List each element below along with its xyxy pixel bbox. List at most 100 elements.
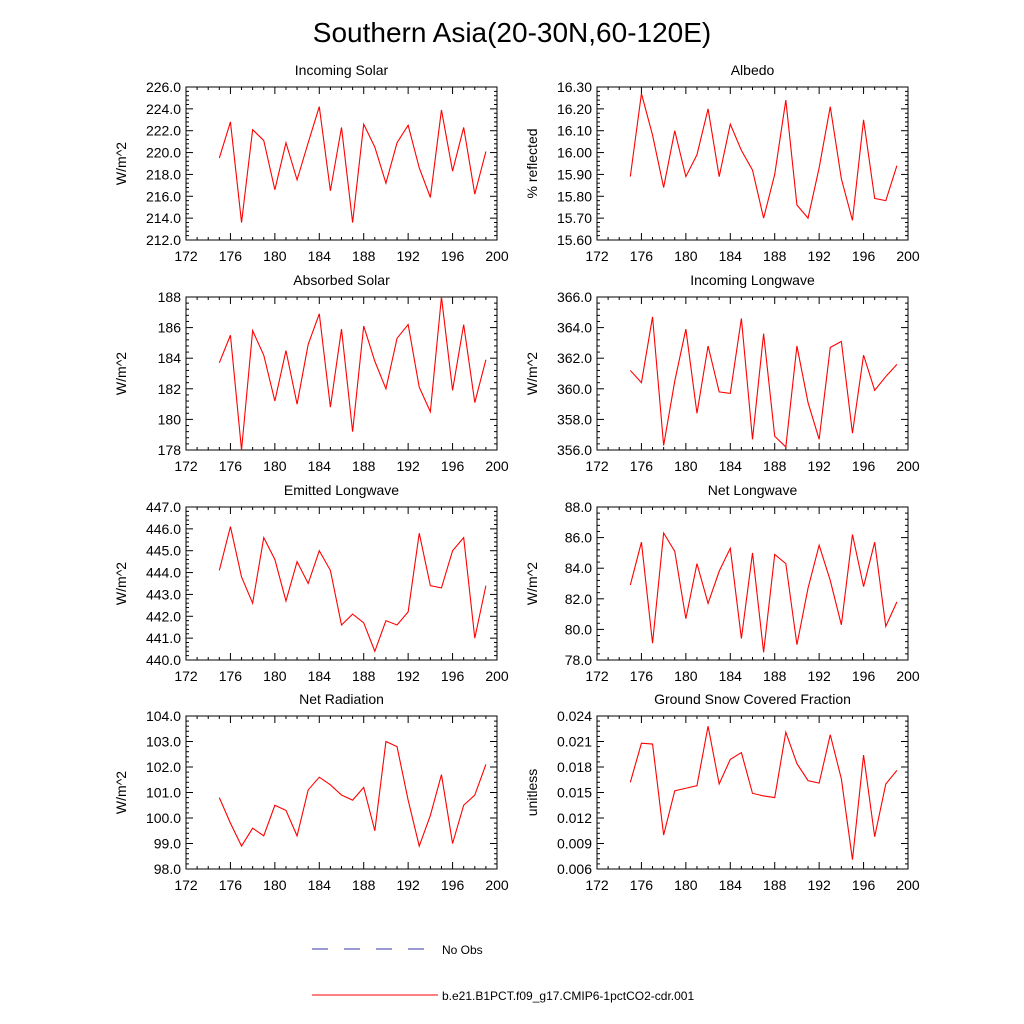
y-tick-label: 446.0: [146, 521, 181, 537]
y-tick-label: 443.0: [146, 586, 181, 602]
x-tick-label: 180: [674, 458, 698, 474]
y-tick-label: 182: [158, 381, 182, 397]
y-tick-label: 78.0: [565, 652, 592, 668]
panel-title: Emitted Longwave: [284, 482, 399, 498]
y-tick-label: 444.0: [146, 565, 181, 581]
y-tick-label: 100.0: [146, 810, 181, 826]
x-tick-label: 172: [174, 877, 198, 893]
x-tick-label: 176: [219, 668, 243, 684]
y-tick-label: 15.60: [557, 232, 592, 248]
panel-title: Incoming Longwave: [690, 272, 815, 288]
y-tick-label: 441.0: [146, 630, 181, 646]
y-tick-label: 186: [158, 320, 182, 336]
x-tick-label: 188: [763, 877, 787, 893]
x-tick-label: 172: [585, 877, 609, 893]
x-tick-label: 180: [263, 248, 287, 264]
series-line: [218, 740, 487, 848]
y-tick-label: 356.0: [557, 442, 592, 458]
y-tick-label: 16.00: [557, 145, 592, 161]
y-axis-label: W/m^2: [524, 562, 540, 605]
x-tick-label: 192: [396, 248, 420, 264]
x-tick-label: 192: [807, 248, 831, 264]
x-tick-label: 180: [263, 668, 287, 684]
panel-title: Net Longwave: [708, 482, 798, 498]
x-tick-label: 176: [219, 877, 243, 893]
x-tick-label: 180: [674, 248, 698, 264]
x-tick-label: 200: [485, 458, 509, 474]
y-tick-label: 84.0: [565, 560, 592, 576]
y-tick-label: 440.0: [146, 652, 181, 668]
y-tick-label: 80.0: [565, 621, 592, 637]
x-tick-label: 184: [308, 877, 332, 893]
y-tick-label: 15.70: [557, 210, 592, 226]
x-tick-label: 176: [219, 248, 243, 264]
x-tick-label: 200: [896, 668, 920, 684]
y-tick-label: 360.0: [557, 381, 592, 397]
x-tick-label: 184: [719, 668, 743, 684]
x-tick-label: 196: [441, 877, 465, 893]
y-axis-label: W/m^2: [113, 771, 129, 814]
x-tick-label: 200: [485, 668, 509, 684]
chart-panel-4: Emitted Longwave 172 176 180 184 188 192 196 200…: [113, 482, 509, 684]
y-tick-label: 16.30: [557, 79, 592, 95]
x-tick-label: 172: [585, 668, 609, 684]
plot-frame: [185, 506, 498, 661]
series-line: [629, 316, 898, 449]
y-tick-label: 222.0: [146, 123, 181, 139]
x-tick-label: 176: [630, 877, 654, 893]
y-tick-label: 103.0: [146, 734, 181, 750]
y-tick-label: 226.0: [146, 79, 181, 95]
chart-panel-1: Albedo 172 176 180 184 188 192 196 200 15.60 15.70…: [524, 62, 920, 264]
x-tick-label: 188: [352, 458, 376, 474]
figure-title: Southern Asia(20-30N,60-120E): [313, 17, 711, 48]
series-line: [218, 296, 487, 451]
y-tick-label: 0.018: [557, 759, 592, 775]
chart-panel-3: Incoming Longwave 172 176 180 184 188 192 196 20…: [524, 272, 920, 474]
chart-panel-0: Incoming Solar 172 176 180 184 188 192 196 200 21…: [113, 62, 509, 264]
plot-frame: [596, 86, 909, 241]
x-tick-label: 180: [674, 668, 698, 684]
series-line: [629, 93, 898, 221]
x-tick-label: 176: [630, 458, 654, 474]
x-tick-label: 200: [485, 248, 509, 264]
y-tick-label: 0.024: [557, 708, 592, 724]
y-tick-label: 15.80: [557, 188, 592, 204]
y-tick-label: 0.009: [557, 836, 592, 852]
y-tick-label: 102.0: [146, 759, 181, 775]
x-tick-label: 196: [852, 877, 876, 893]
x-tick-label: 184: [719, 248, 743, 264]
x-tick-label: 184: [719, 458, 743, 474]
y-tick-label: 178: [158, 442, 182, 458]
y-tick-label: 358.0: [557, 411, 592, 427]
chart-panel-2: Absorbed Solar 172 176 180 184 188 192 196 200 17…: [113, 272, 509, 474]
y-tick-label: 180: [158, 411, 182, 427]
x-tick-label: 172: [174, 458, 198, 474]
x-tick-label: 188: [352, 877, 376, 893]
x-tick-label: 200: [485, 877, 509, 893]
x-tick-label: 200: [896, 877, 920, 893]
y-axis-label: % reflected: [524, 128, 540, 198]
y-tick-label: 82.0: [565, 591, 592, 607]
y-tick-label: 0.012: [557, 810, 592, 826]
chart-panel-7: Ground Snow Covered Fraction 172 176 180 184…: [524, 691, 920, 893]
x-tick-label: 192: [396, 458, 420, 474]
y-tick-label: 214.0: [146, 210, 181, 226]
y-axis-label: W/m^2: [113, 562, 129, 605]
x-tick-label: 196: [852, 458, 876, 474]
y-tick-label: 88.0: [565, 499, 592, 515]
x-tick-label: 172: [585, 248, 609, 264]
x-tick-label: 200: [896, 248, 920, 264]
y-axis-label: unitless: [524, 769, 540, 816]
y-axis-label: W/m^2: [113, 142, 129, 185]
y-tick-label: 442.0: [146, 608, 181, 624]
y-tick-label: 101.0: [146, 785, 181, 801]
plot-frame: [185, 715, 498, 870]
panel-title: Net Radiation: [299, 691, 384, 707]
y-tick-label: 16.10: [557, 123, 592, 139]
y-tick-label: 220.0: [146, 145, 181, 161]
x-tick-label: 176: [630, 248, 654, 264]
series-line: [629, 531, 898, 653]
y-axis-label: W/m^2: [524, 352, 540, 395]
x-tick-label: 196: [441, 248, 465, 264]
y-tick-label: 15.90: [557, 166, 592, 182]
